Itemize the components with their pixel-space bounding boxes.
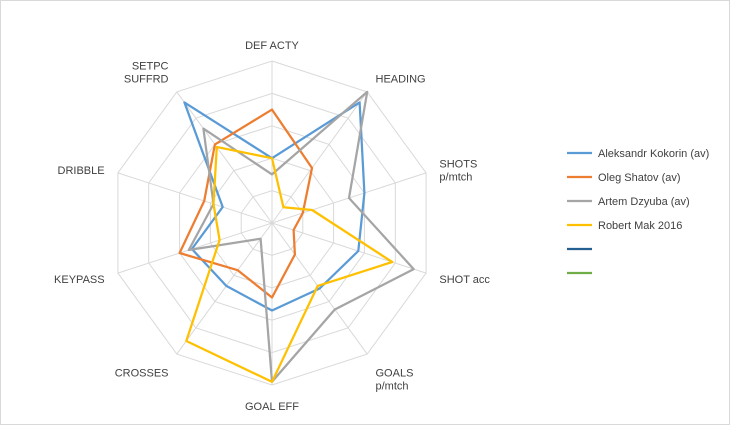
axis-label: SHOT acc	[439, 274, 490, 286]
axis-label-line: HEADING	[376, 74, 426, 86]
legend: Aleksandr Kokorin (av) Oleg Shatov (av) Ar…	[567, 148, 709, 275]
legend-entry: Artem Dzyuba (av)	[598, 196, 690, 208]
axis-label: CROSSES	[115, 367, 169, 379]
axis-label: GOAL EFF	[245, 401, 299, 413]
series-lines	[178, 90, 415, 383]
axis-spoke	[117, 172, 273, 224]
axis-label: DRIBBLE	[58, 165, 105, 177]
legend-entry: Oleg Shatov (av)	[598, 172, 681, 184]
axis-spoke	[271, 91, 368, 224]
series-line	[178, 108, 314, 299]
axis-label-line: CROSSES	[115, 367, 169, 379]
axis-label-line: SHOTS	[439, 159, 477, 171]
axis-label-line: DEF ACTY	[245, 40, 299, 52]
axis-label-line: SUFFRD	[124, 74, 169, 86]
axis-label: KEYPASS	[54, 274, 105, 286]
axis-label-line: SETPC	[132, 61, 169, 73]
axis-label-line: SHOT acc	[439, 274, 490, 286]
axis-label-line: p/mtch	[439, 172, 472, 184]
axis-spoke	[271, 222, 427, 274]
axis-label-line: KEYPASS	[54, 274, 105, 286]
axis-spoke	[176, 222, 273, 355]
axis-label: SHOTS p/mtch	[439, 159, 477, 184]
axis-label: DEF ACTY	[245, 40, 299, 52]
axis-label: SETPC SUFFRD	[124, 61, 169, 86]
axis-label-line: GOALS	[376, 367, 414, 379]
legend-entry: Aleksandr Kokorin (av)	[598, 148, 709, 160]
axis-spoke	[176, 91, 273, 224]
axis-label: GOALS p/mtch	[376, 367, 414, 392]
axis-label-line: GOAL EFF	[245, 401, 299, 413]
series-line	[185, 145, 394, 383]
axis-label-line: DRIBBLE	[58, 165, 105, 177]
legend-entry: Robert Mak 2016	[598, 220, 682, 232]
axis-label-line: p/mtch	[376, 380, 409, 392]
axis-label: HEADING	[376, 74, 426, 86]
